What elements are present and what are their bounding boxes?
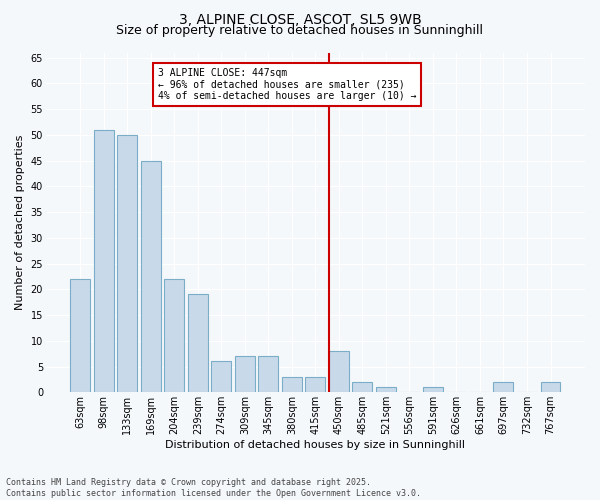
Bar [493,382,514,392]
Bar [423,387,443,392]
Bar [259,356,278,392]
Bar [164,279,184,392]
Text: Contains HM Land Registry data © Crown copyright and database right 2025.
Contai: Contains HM Land Registry data © Crown c… [6,478,421,498]
Bar [282,377,302,392]
Bar [188,294,208,392]
Y-axis label: Number of detached properties: Number of detached properties [15,134,25,310]
Bar [70,279,91,392]
Bar [305,377,325,392]
Bar [376,387,396,392]
Bar [352,382,373,392]
X-axis label: Distribution of detached houses by size in Sunninghill: Distribution of detached houses by size … [166,440,466,450]
Text: 3 ALPINE CLOSE: 447sqm
← 96% of detached houses are smaller (235)
4% of semi-det: 3 ALPINE CLOSE: 447sqm ← 96% of detached… [158,68,416,101]
Bar [329,351,349,393]
Bar [118,135,137,392]
Text: Size of property relative to detached houses in Sunninghill: Size of property relative to detached ho… [116,24,484,37]
Bar [235,356,255,392]
Bar [141,160,161,392]
Bar [211,362,232,392]
Bar [541,382,560,392]
Text: 3, ALPINE CLOSE, ASCOT, SL5 9WB: 3, ALPINE CLOSE, ASCOT, SL5 9WB [179,12,421,26]
Bar [94,130,114,392]
